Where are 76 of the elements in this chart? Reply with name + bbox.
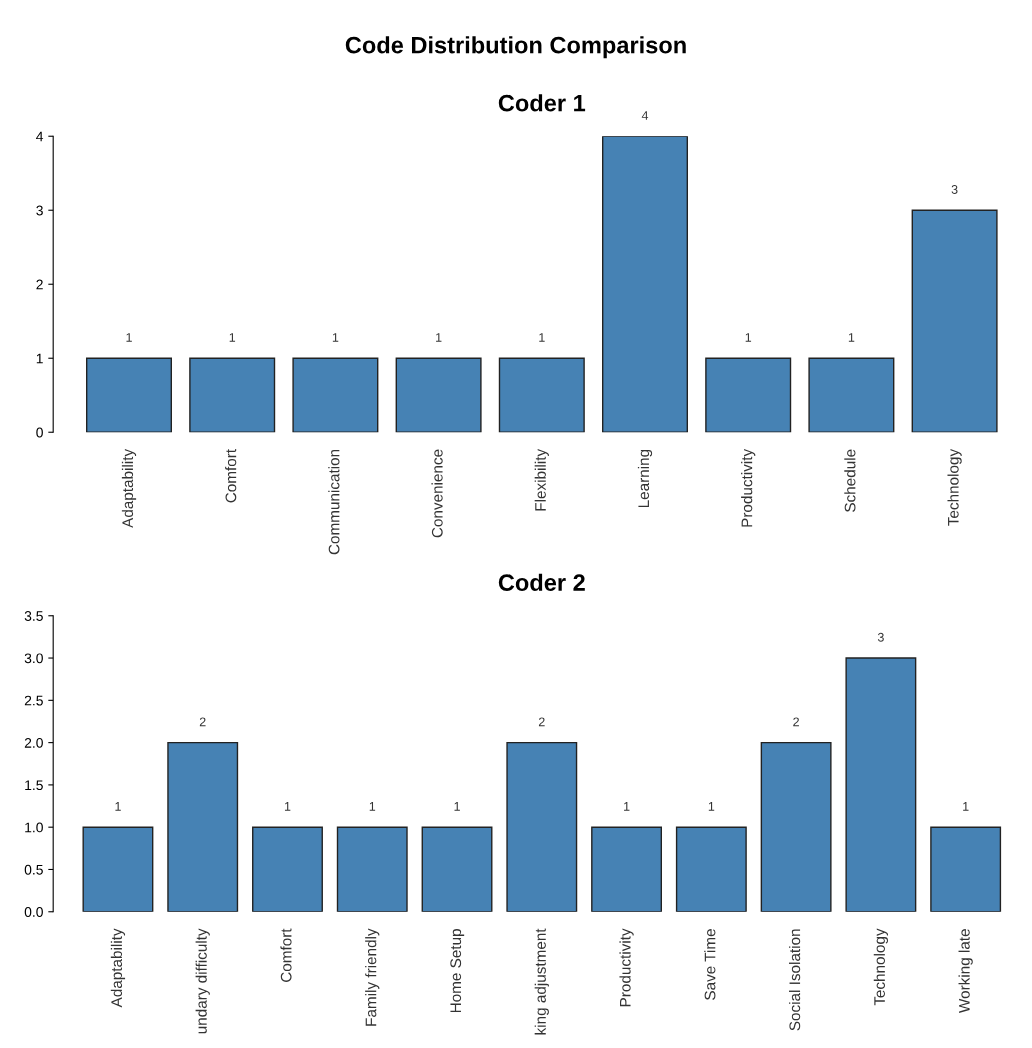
y-tick-label: 3.0 xyxy=(24,653,43,664)
bar xyxy=(336,826,408,912)
y-tick-label: 2 xyxy=(36,279,43,290)
data-label: 1 xyxy=(454,802,460,811)
chart-title: Coder 2 xyxy=(498,573,585,591)
data-label: 4 xyxy=(641,111,649,120)
data-label: 1 xyxy=(963,802,969,811)
y-tick-label: 0 xyxy=(36,427,43,438)
x-tick-label: Learning xyxy=(637,449,653,508)
x-tick-label: Comfort xyxy=(225,449,237,503)
bar xyxy=(845,657,917,912)
data-label: 3 xyxy=(877,632,884,642)
data-label: 1 xyxy=(284,802,291,811)
data-label: 1 xyxy=(115,802,121,811)
bar xyxy=(675,826,747,912)
bar xyxy=(760,741,832,912)
bar xyxy=(591,826,663,912)
x-tick-label: Adaptability xyxy=(121,448,137,528)
bar xyxy=(189,357,276,433)
data-label: 1 xyxy=(229,333,236,342)
x-tick-label: Flexibility xyxy=(534,448,549,511)
y-tick-label: 3.5 xyxy=(24,611,43,621)
y-tick-label: 1 xyxy=(36,353,43,364)
text: Code Distribution Comparison xyxy=(345,36,686,59)
x-tick-label: Home Setup xyxy=(450,929,465,1013)
y-tick-label: 4 xyxy=(36,131,44,142)
bar xyxy=(82,826,154,912)
data-label: 1 xyxy=(332,333,339,342)
x-tick-label: undary difficulty xyxy=(195,928,210,1034)
y-tick-label: 1.0 xyxy=(25,822,43,833)
y-tick-label: 3 xyxy=(36,205,43,216)
x-tick-label: Save Time xyxy=(704,929,716,1000)
bar xyxy=(506,741,578,912)
data-label: 1 xyxy=(848,333,855,342)
bar xyxy=(395,357,482,433)
data-label: 1 xyxy=(126,333,132,342)
data-label: 1 xyxy=(708,802,715,811)
x-tick-label: Technology xyxy=(873,928,889,1006)
bar xyxy=(705,357,792,433)
x-tick-label: Convenience xyxy=(431,449,443,538)
y-tick-label: 2.0 xyxy=(24,737,43,748)
data-label: 2 xyxy=(538,717,545,727)
bar xyxy=(911,209,998,433)
y-tick-label: 0.0 xyxy=(24,907,43,917)
data-label: 1 xyxy=(745,333,752,342)
x-tick-label: Schedule xyxy=(844,449,856,512)
bar xyxy=(808,357,895,433)
bar xyxy=(421,826,493,912)
data-label: 1 xyxy=(369,802,376,811)
x-tick-label: Adaptability xyxy=(110,928,126,1008)
x-tick-label: Family friendly xyxy=(365,928,380,1026)
data-label: 1 xyxy=(436,333,442,342)
data-label: 3 xyxy=(951,185,958,194)
data-label: 2 xyxy=(793,717,799,727)
data-label: 2 xyxy=(199,717,206,727)
bar xyxy=(167,741,239,912)
y-tick-label: 2.5 xyxy=(24,695,43,706)
data-label: 1 xyxy=(539,333,545,342)
chart-title: Coder 1 xyxy=(498,94,586,112)
y-tick-label: 1.5 xyxy=(25,780,43,791)
x-tick-label: Communication xyxy=(328,449,340,555)
data-label: 1 xyxy=(624,802,630,811)
bar xyxy=(252,826,323,912)
bar xyxy=(498,357,585,433)
x-tick-label: Social Isolation xyxy=(788,929,801,1031)
x-tick-label: king adjustment xyxy=(534,928,549,1035)
x-tick-label: Productivity xyxy=(741,448,756,527)
bar xyxy=(85,357,173,433)
x-tick-label: Technology xyxy=(947,448,962,526)
y-tick-label: 0.5 xyxy=(24,864,43,875)
bar xyxy=(601,136,689,433)
x-tick-label: Working late xyxy=(958,929,973,1013)
x-tick-label: Productivity xyxy=(619,928,634,1007)
bar xyxy=(292,357,379,433)
bar xyxy=(930,826,1002,912)
x-tick-label: Comfort xyxy=(280,928,292,982)
